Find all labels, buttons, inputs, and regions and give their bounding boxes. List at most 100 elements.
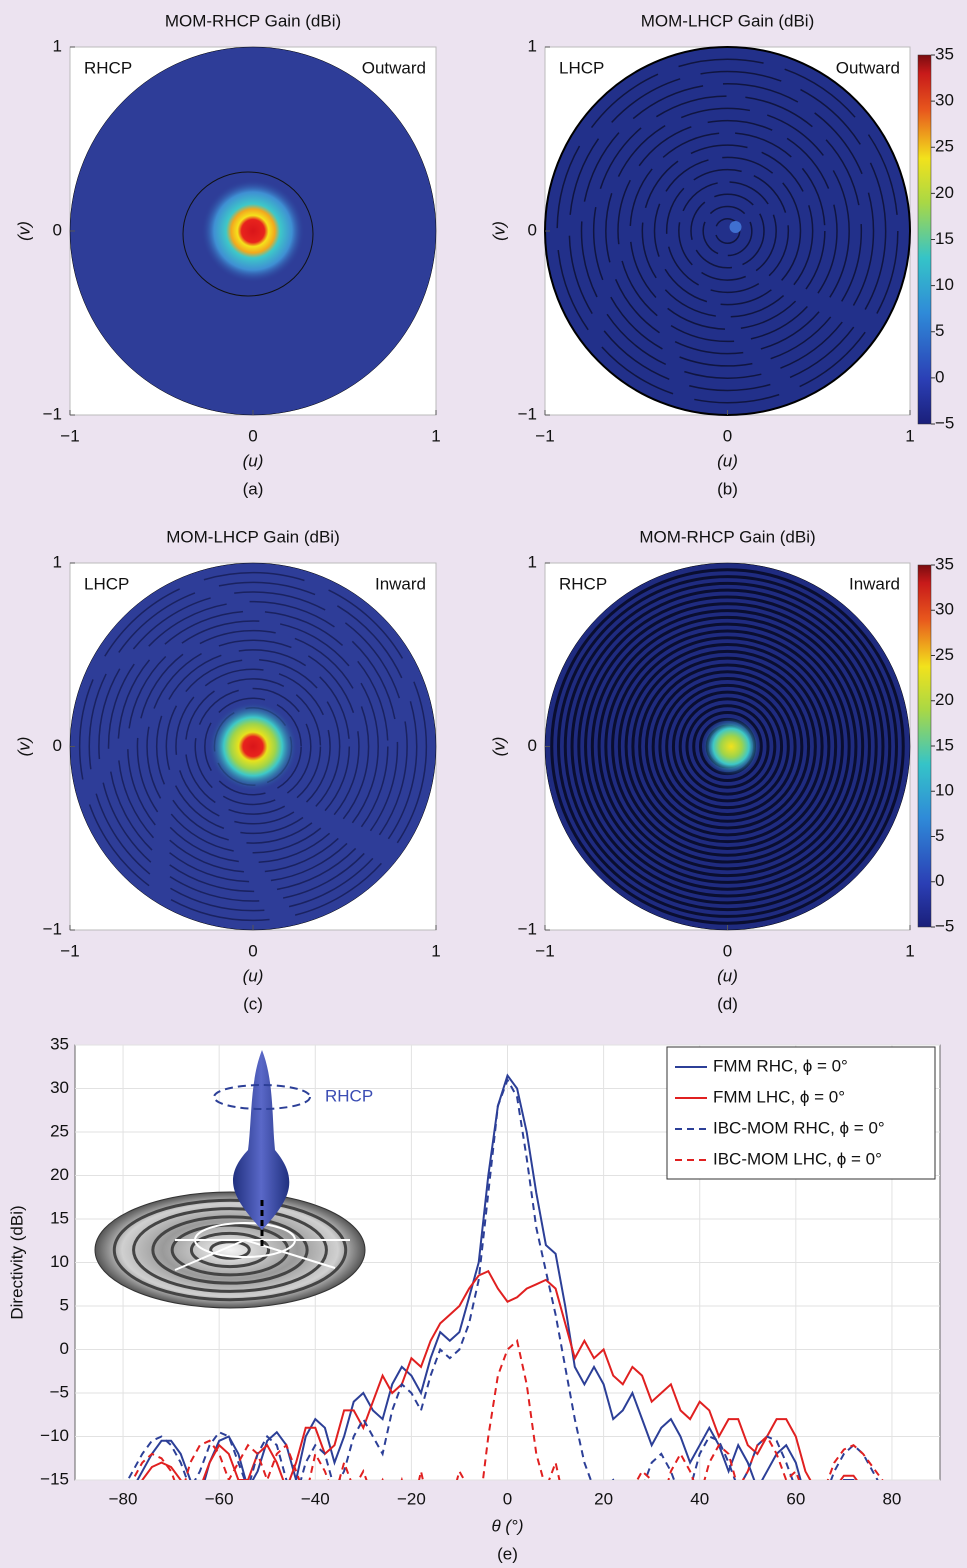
colorbar-tick-label: 25 (935, 137, 954, 156)
contour-ring (556, 58, 899, 404)
pattern-disk (544, 46, 911, 416)
y-tick-label: −1 (43, 919, 62, 938)
y-tick-label: −1 (518, 919, 537, 938)
x-tick-label: −1 (60, 941, 79, 960)
y-axis-label: (v) (14, 737, 33, 757)
inset-lobe (233, 1050, 290, 1230)
contour-ring (611, 629, 844, 864)
annotation: RHCP (325, 1086, 373, 1105)
contour-ring (107, 600, 399, 893)
y-axis-label: (v) (489, 737, 508, 757)
panel-caption: (c) (243, 994, 263, 1013)
direction-label: Inward (849, 574, 900, 593)
contour-ring (88, 581, 418, 912)
x-tick-label: 0 (723, 941, 732, 960)
colorbar-tick-label: 25 (935, 645, 954, 664)
contour-ring (184, 678, 322, 815)
direction-label: Outward (836, 58, 900, 77)
panel-title: MOM-RHCP Gain (dBi) (165, 11, 341, 30)
contour-ring (678, 697, 777, 796)
y-tick-label: 35 (50, 1034, 69, 1053)
y-tick-label: 5 (60, 1295, 69, 1314)
contour-ring (638, 656, 817, 837)
y-tick-label: −1 (518, 404, 537, 423)
colorbar-tick-label: 15 (935, 735, 954, 754)
pol-label: RHCP (84, 58, 132, 77)
series-line (131, 1338, 884, 1480)
colorbar-tick-label: 0 (935, 367, 944, 386)
contour-ring (550, 568, 905, 925)
x-tick-label: −1 (535, 426, 554, 445)
contour-ring (702, 205, 753, 257)
contour-ring (671, 690, 784, 803)
contour-ring (577, 595, 878, 898)
colorbar-tick-label: 35 (935, 44, 954, 63)
contour-ring (590, 609, 865, 884)
hot-spot (208, 701, 298, 792)
direction-label: Outward (362, 58, 426, 77)
contour-ring (136, 629, 370, 864)
contour-ring (117, 610, 389, 883)
contour-ring (685, 704, 770, 789)
colorbar-tick-label: 5 (935, 826, 944, 845)
x-axis-label: (u) (243, 451, 264, 470)
panel-caption: (a) (243, 479, 264, 498)
x-axis-label: (u) (717, 451, 738, 470)
contour-ring (155, 649, 351, 844)
contour-ring (644, 663, 811, 830)
legend-label: IBC-MOM RHC, ϕ = 0° (713, 1118, 885, 1137)
x-tick-label: 0 (723, 426, 732, 445)
contour-ring (175, 668, 331, 825)
y-tick-label: 20 (50, 1165, 69, 1184)
contour-ring (665, 683, 790, 810)
x-tick-label: 1 (905, 426, 914, 445)
inset-ring (112, 1198, 348, 1302)
hot-spot (201, 179, 305, 283)
contour-ring (690, 193, 765, 269)
contour-ring (98, 591, 408, 902)
legend-label: IBC-MOM LHC, ϕ = 0° (713, 1149, 882, 1168)
hot-spot (701, 716, 762, 777)
x-tick-label: 80 (882, 1489, 901, 1508)
contour-ring (617, 636, 838, 857)
contour-ring (557, 575, 898, 918)
y-tick-label: 0 (528, 220, 537, 239)
x-tick-label: −1 (535, 941, 554, 960)
colorbar-tick-label: −5 (935, 413, 954, 432)
x-axis-label: θ (°) (491, 1516, 523, 1535)
direction-label: Inward (375, 574, 426, 593)
pol-label: RHCP (559, 574, 607, 593)
contour-ring (641, 144, 814, 318)
contour-ring (580, 83, 875, 379)
legend-box (666, 1046, 936, 1180)
contour-ring (194, 687, 312, 806)
y-tick-label: 1 (528, 36, 537, 55)
x-tick-label: −80 (109, 1489, 138, 1508)
contour-ring (678, 181, 777, 281)
x-tick-label: 1 (431, 941, 440, 960)
x-tick-label: −1 (60, 426, 79, 445)
contour-ring (605, 107, 850, 355)
contour-ring (568, 70, 887, 392)
panel-caption: (d) (717, 994, 738, 1013)
y-tick-label: −10 (40, 1426, 69, 1445)
colorbar-tick-label: 10 (935, 275, 954, 294)
panel-title: MOM-LHCP Gain (dBi) (641, 11, 815, 30)
contour-ring (658, 677, 797, 816)
series-line (141, 1269, 858, 1480)
x-axis-label: (u) (717, 966, 738, 985)
x-tick-label: −60 (205, 1489, 234, 1508)
colorbar-tick-label: 20 (935, 690, 954, 709)
inset-ring (170, 1223, 290, 1277)
contour-ring (570, 588, 885, 905)
x-tick-label: −20 (397, 1489, 426, 1508)
x-tick-label: 0 (248, 426, 257, 445)
contour-ring (584, 602, 871, 891)
y-tick-label: −5 (50, 1382, 69, 1401)
contour-ring (127, 620, 379, 873)
y-tick-label: 0 (60, 1339, 69, 1358)
contour-ring (631, 649, 824, 844)
hot-spot (729, 221, 742, 233)
x-tick-label: 20 (594, 1489, 613, 1508)
